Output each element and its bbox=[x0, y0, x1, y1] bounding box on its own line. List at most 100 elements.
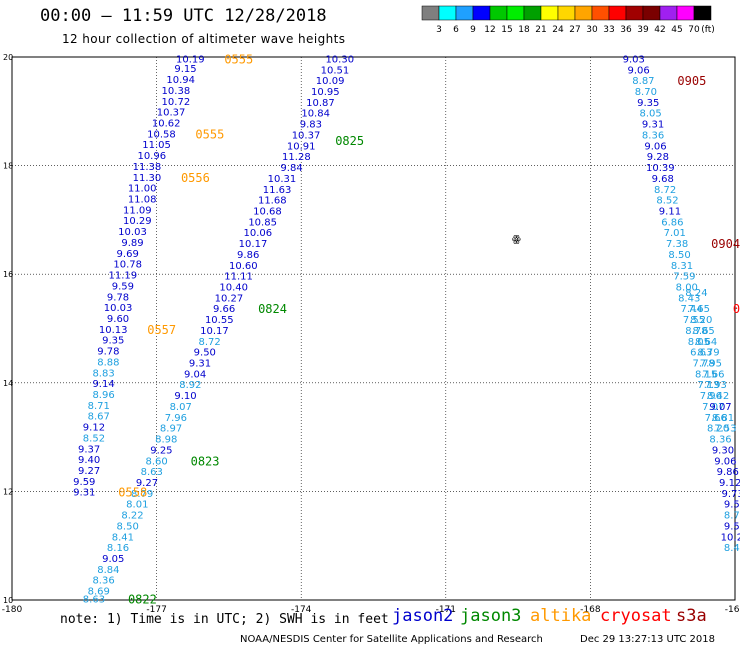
legend-altika: altika bbox=[530, 606, 592, 626]
wave-height-point: 8.16 bbox=[107, 543, 129, 554]
wave-height-point: 9.06 bbox=[644, 141, 666, 152]
wave-height-point: 10.85 bbox=[248, 217, 277, 228]
wave-height-point: 8.50 bbox=[117, 521, 139, 532]
wave-height-point: 8.20 bbox=[690, 315, 712, 326]
wave-height-point: 11.68 bbox=[258, 196, 287, 207]
wave-height-point: 10.30 bbox=[325, 54, 354, 65]
colorbar-swatch bbox=[591, 5, 610, 21]
footer-note: note: 1) Time is in UTC; 2) SWH is in fe… bbox=[60, 612, 389, 627]
wave-height-point: 10.17 bbox=[200, 326, 229, 337]
wave-height-point: 9.86 bbox=[237, 250, 259, 261]
y-tick-label: 10 bbox=[3, 596, 13, 605]
wave-height-point: 11.00 bbox=[128, 184, 157, 195]
wave-height-point: 8.97 bbox=[160, 424, 182, 435]
location-marker: ꙮ bbox=[512, 234, 521, 245]
colorbar-swatch bbox=[455, 5, 474, 21]
wave-height-point: 8.74 bbox=[724, 511, 740, 522]
colorbar-tick: 45 bbox=[671, 25, 682, 35]
wave-height-point: 7.55 bbox=[683, 315, 705, 326]
wave-height-point: 7.66 bbox=[705, 413, 727, 424]
wave-height-point: 9.06 bbox=[627, 65, 649, 76]
colorbar-tick: 24 bbox=[552, 25, 564, 35]
wave-height-point: 7.65 bbox=[688, 304, 710, 315]
wave-height-point: 11.19 bbox=[109, 271, 138, 282]
wave-height-point: 7.96 bbox=[165, 413, 187, 424]
wave-height-point: 9.31 bbox=[73, 488, 95, 499]
wave-height-point: 11.09 bbox=[123, 205, 152, 216]
wave-height-point: 7.78 bbox=[693, 359, 715, 370]
wave-height-point: 6.63 bbox=[690, 348, 712, 359]
grid-lines bbox=[11, 56, 736, 601]
wave-height-point: 10.68 bbox=[253, 206, 282, 217]
colorbar-swatch bbox=[574, 5, 593, 21]
wave-height-point: 9.78 bbox=[97, 347, 119, 358]
wave-height-point: 8.31 bbox=[671, 261, 693, 272]
wave-height-point: 10.51 bbox=[321, 65, 350, 76]
colorbar-swatch bbox=[540, 5, 559, 21]
wave-height-point: 10.17 bbox=[239, 239, 268, 250]
generated-timestamp: Dec 29 13:27:13 UTC 2018 bbox=[580, 634, 715, 645]
wave-height-point: 9.78 bbox=[107, 292, 129, 303]
x-tick-label: -177 bbox=[146, 605, 166, 615]
wave-height-point: 9.86 bbox=[717, 467, 739, 478]
wave-height-point: 10.91 bbox=[287, 141, 316, 152]
wave-height-point: 10.06 bbox=[243, 228, 272, 239]
wave-height-point: 10.27 bbox=[721, 532, 740, 543]
colorbar-tick: 42 bbox=[654, 25, 665, 35]
wave-height-point: 9.03 bbox=[623, 54, 645, 65]
colorbar-swatch bbox=[608, 5, 627, 21]
wave-height-point: 7.95 bbox=[700, 359, 722, 370]
wave-height-point: 8.52 bbox=[83, 433, 105, 444]
pass-time-label: 0557 bbox=[147, 323, 176, 337]
wave-height-point: 9.89 bbox=[121, 238, 143, 249]
wave-height-point: 10.72 bbox=[162, 97, 191, 108]
wave-height-point: 8.05 bbox=[640, 109, 662, 120]
pass-time-label: 0822 bbox=[128, 593, 157, 607]
wave-height-point: 9.31 bbox=[642, 120, 664, 131]
wave-height-point: 9.60 bbox=[107, 314, 129, 325]
wave-height-point: 9.59 bbox=[73, 477, 95, 488]
colorbar-swatch bbox=[438, 5, 457, 21]
y-tick-label: 18 bbox=[3, 162, 13, 171]
wave-height-point: 10.55 bbox=[205, 315, 234, 326]
colorbar-swatch bbox=[489, 5, 508, 21]
wave-height-point: 8.79 bbox=[131, 489, 153, 500]
wave-height-point: 9.73 bbox=[721, 489, 740, 500]
y-tick-label: 20 bbox=[3, 53, 13, 62]
colorbar-tick: 39 bbox=[637, 25, 649, 35]
wave-height-point: 7.38 bbox=[666, 239, 688, 250]
colorbar-legend: 3 6 9 12 15 18 21 24 27 30 33 36 39 42 45 70 (ft) bbox=[421, 5, 715, 35]
wave-height-point: 8.01 bbox=[126, 500, 148, 511]
x-tick-label: -174 bbox=[291, 605, 312, 615]
colorbar-swatch bbox=[557, 5, 576, 21]
wave-height-point: 10.96 bbox=[137, 151, 166, 162]
wave-height-point: 8.42 bbox=[707, 391, 729, 402]
wave-height-point: 9.31 bbox=[189, 359, 211, 370]
colorbar-swatch bbox=[659, 5, 678, 21]
wave-height-point: 9.66 bbox=[213, 304, 235, 315]
wave-height-point: 8.87 bbox=[632, 76, 654, 87]
colorbar-swatch bbox=[472, 5, 491, 21]
wave-height-point: 9.27 bbox=[78, 466, 100, 477]
colorbar-swatch bbox=[523, 5, 542, 21]
wave-height-point: 8.98 bbox=[155, 435, 177, 446]
wave-height-point: 8.36 bbox=[642, 130, 664, 141]
colorbar-tick: 15 bbox=[501, 25, 512, 35]
pass-labels: 0555 0555 0556 0557 0558 0825 0824 0823 0822 0905… bbox=[118, 52, 740, 606]
wave-height-point: 8.63 bbox=[83, 595, 105, 606]
x-tick-label: -180 bbox=[2, 605, 23, 615]
wave-height-point: 10.31 bbox=[268, 174, 297, 185]
wave-height-point: 8.20 bbox=[707, 424, 729, 435]
colorbar-swatch bbox=[625, 5, 644, 21]
wave-height-point: 9.68 bbox=[652, 174, 674, 185]
legend-s3a: s3a bbox=[676, 606, 707, 626]
pass-time-label: 0313 bbox=[733, 302, 740, 316]
wave-height-point: 11.05 bbox=[142, 140, 171, 151]
plot-frame bbox=[11, 56, 736, 601]
wave-height-point: 8.63 bbox=[141, 467, 163, 478]
wave-height-point: 9.10 bbox=[174, 391, 196, 402]
wave-height-point: 7.44 bbox=[680, 304, 702, 315]
wave-height-point: 8.96 bbox=[92, 390, 114, 401]
x-tick-label: -171 bbox=[436, 605, 456, 615]
